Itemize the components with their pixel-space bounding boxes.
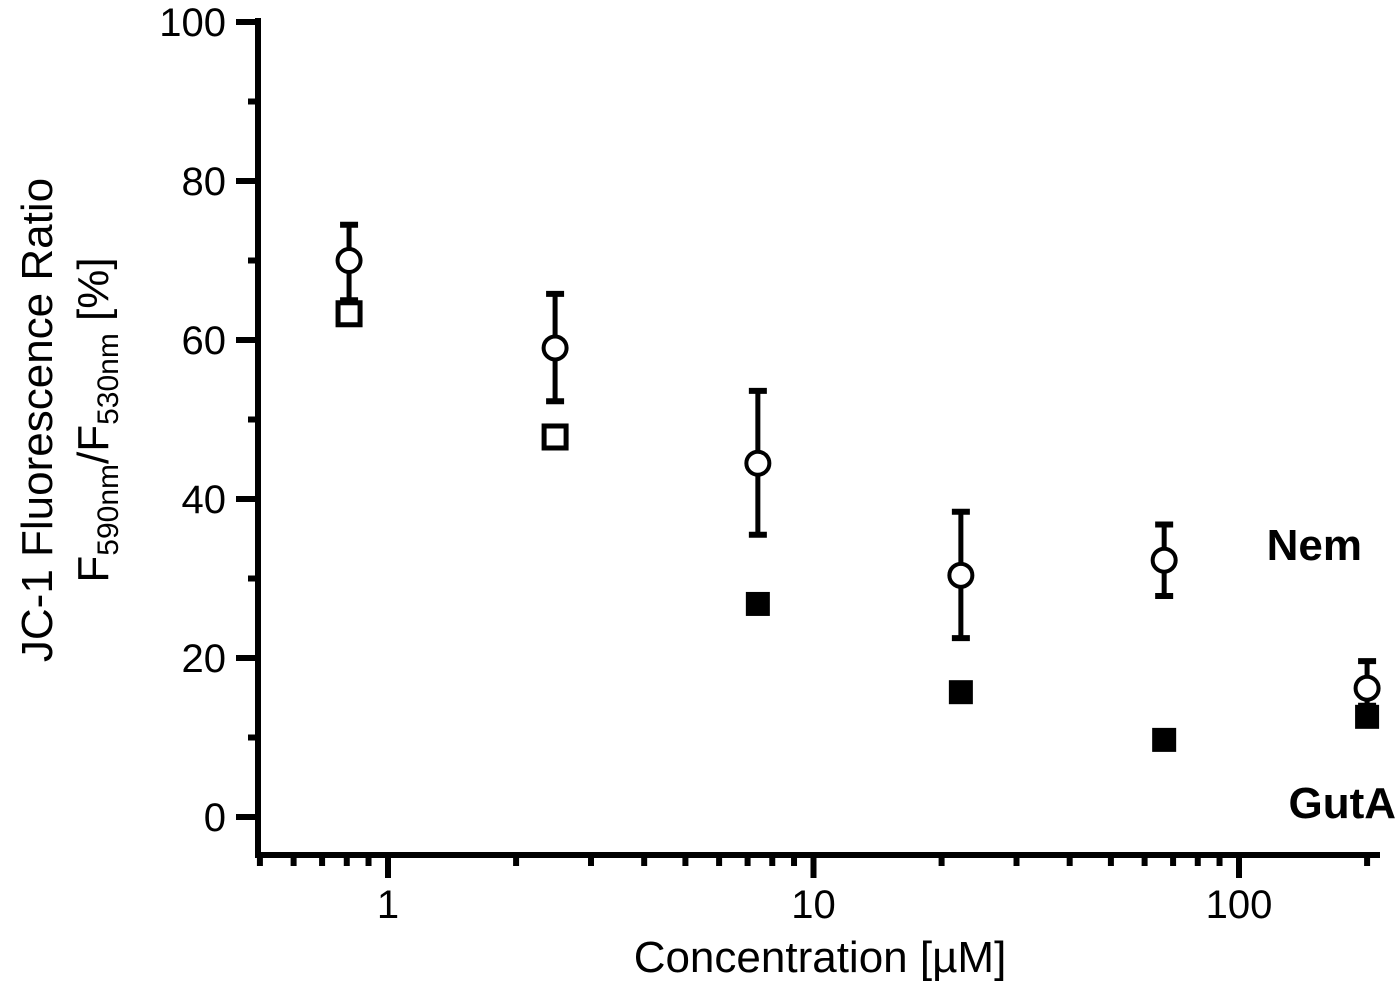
open-circle-marker — [1353, 674, 1381, 702]
y-tick-label: 20 — [182, 637, 227, 681]
y-tick-label: 40 — [182, 478, 227, 522]
open-square-marker — [335, 300, 363, 328]
series-label-nem: Nem — [1267, 521, 1362, 570]
open-circle-marker — [335, 247, 363, 274]
axes — [255, 18, 1380, 858]
x-tick-label: 10 — [791, 883, 836, 927]
nem-data-point — [335, 221, 363, 304]
filled-square-marker — [1355, 704, 1380, 729]
x-tick-label: 100 — [1206, 883, 1273, 927]
nem-data-point — [1150, 521, 1178, 599]
y-tick-label: 100 — [159, 1, 226, 45]
open-circle-marker — [947, 561, 975, 589]
filled-square-marker — [745, 591, 770, 616]
y-tick-label: 0 — [204, 796, 226, 840]
nem-data-point — [947, 508, 975, 642]
x-tick-label: 1 — [377, 883, 399, 927]
y-axis-title-line1: JC-1 Fluorescence Ratio — [13, 178, 62, 662]
open-circle-marker — [1150, 546, 1178, 574]
y-tick-label: 80 — [182, 160, 227, 204]
filled-square-marker — [1152, 727, 1177, 752]
y-tick-label: 60 — [182, 319, 227, 363]
data-series — [335, 221, 1381, 752]
filled-square-marker — [948, 680, 973, 705]
open-circle-marker — [541, 334, 569, 362]
series-label-guta: GutA — [1288, 779, 1396, 828]
y-axis-ticks: 0 20 40 60 80 100 — [159, 1, 258, 840]
x-axis-title: Concentration [µM] — [634, 933, 1007, 982]
nem-data-point — [1353, 658, 1381, 709]
nem-data-point — [744, 387, 772, 538]
y-axis-title-line2: F590nm/F530nm [%] — [69, 257, 125, 582]
nem-data-point — [541, 290, 569, 405]
open-square-marker — [541, 423, 569, 451]
open-circle-marker — [744, 449, 772, 477]
x-axis-ticks: 1 10 100 — [256, 855, 1371, 927]
